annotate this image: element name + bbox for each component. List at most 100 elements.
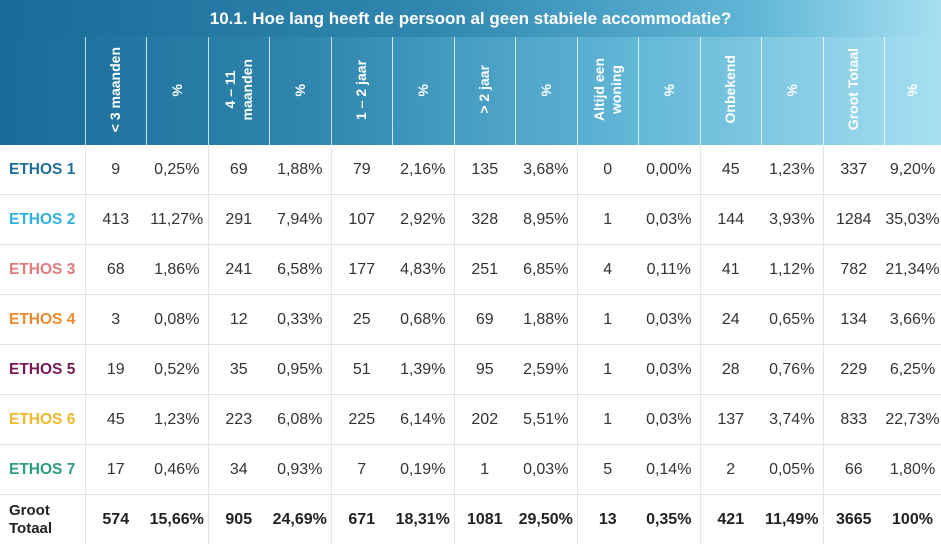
- column-header-label: Groot Totaal: [845, 48, 862, 130]
- percent-cell: 22,73%: [884, 395, 941, 445]
- column-header: %: [392, 37, 454, 145]
- percent-cell: 0,95%: [269, 345, 331, 395]
- percent-cell: 35,03%: [884, 195, 941, 245]
- count-cell: 223: [208, 395, 269, 445]
- percent-cell: 0,52%: [146, 345, 208, 395]
- count-cell: 1: [577, 195, 638, 245]
- percent-cell: 18,31%: [392, 495, 454, 544]
- percent-cell: 3,66%: [884, 295, 941, 345]
- count-cell: 413: [85, 195, 146, 245]
- count-cell: 45: [85, 395, 146, 445]
- table-title: 10.1. Hoe lang heeft de persoon al geen …: [0, 0, 941, 37]
- count-cell: 328: [454, 195, 515, 245]
- percent-cell: 8,95%: [515, 195, 577, 245]
- count-cell: 69: [208, 145, 269, 195]
- count-cell: 19: [85, 345, 146, 395]
- percent-cell: 6,58%: [269, 245, 331, 295]
- percent-cell: 6,85%: [515, 245, 577, 295]
- percent-cell: 0,05%: [761, 445, 823, 495]
- count-cell: 241: [208, 245, 269, 295]
- count-cell: 12: [208, 295, 269, 345]
- count-cell: 5: [577, 445, 638, 495]
- percent-cell: 5,51%: [515, 395, 577, 445]
- count-cell: 17: [85, 445, 146, 495]
- percent-cell: 1,88%: [269, 145, 331, 195]
- percent-cell: 2,16%: [392, 145, 454, 195]
- column-header-label: %: [538, 84, 555, 96]
- percent-cell: 11,27%: [146, 195, 208, 245]
- percent-cell: 0,03%: [515, 445, 577, 495]
- column-header-label: %: [904, 84, 921, 96]
- percent-cell: 2,92%: [392, 195, 454, 245]
- column-header: %: [146, 37, 208, 145]
- percent-cell: 1,86%: [146, 245, 208, 295]
- count-cell: 671: [331, 495, 392, 544]
- total-row-label: Groot Totaal: [0, 495, 85, 544]
- count-cell: 1284: [823, 195, 884, 245]
- row-label: ETHOS 4: [0, 295, 85, 345]
- column-header-label: 1 – 2 jaar: [353, 60, 370, 120]
- percent-cell: 6,14%: [392, 395, 454, 445]
- percent-cell: 0,76%: [761, 345, 823, 395]
- row-label: ETHOS 2: [0, 195, 85, 245]
- count-cell: 905: [208, 495, 269, 544]
- percent-cell: 3,68%: [515, 145, 577, 195]
- count-cell: 421: [700, 495, 761, 544]
- count-cell: 251: [454, 245, 515, 295]
- count-cell: 68: [85, 245, 146, 295]
- count-cell: 134: [823, 295, 884, 345]
- count-cell: 574: [85, 495, 146, 544]
- count-cell: 782: [823, 245, 884, 295]
- row-label: ETHOS 1: [0, 145, 85, 195]
- row-label: ETHOS 7: [0, 445, 85, 495]
- column-header-label: %: [415, 84, 432, 96]
- percent-cell: 15,66%: [146, 495, 208, 544]
- percent-cell: 6,25%: [884, 345, 941, 395]
- column-header: Onbekend: [700, 37, 761, 145]
- column-header: %: [761, 37, 823, 145]
- count-cell: 1: [577, 345, 638, 395]
- count-cell: 1081: [454, 495, 515, 544]
- row-label: ETHOS 6: [0, 395, 85, 445]
- column-header-label: %: [169, 84, 186, 96]
- percent-cell: 6,08%: [269, 395, 331, 445]
- percent-cell: 0,03%: [638, 295, 700, 345]
- column-header: > 2 jaar: [454, 37, 515, 145]
- percent-cell: 0,08%: [146, 295, 208, 345]
- count-cell: 2: [700, 445, 761, 495]
- percent-cell: 7,94%: [269, 195, 331, 245]
- count-cell: 66: [823, 445, 884, 495]
- count-cell: 202: [454, 395, 515, 445]
- percent-cell: 0,03%: [638, 345, 700, 395]
- count-cell: 13: [577, 495, 638, 544]
- column-header-label: %: [784, 84, 801, 96]
- column-header: %: [638, 37, 700, 145]
- percent-cell: 0,25%: [146, 145, 208, 195]
- column-header: %: [515, 37, 577, 145]
- percent-cell: 1,39%: [392, 345, 454, 395]
- count-cell: 177: [331, 245, 392, 295]
- percent-cell: 0,68%: [392, 295, 454, 345]
- column-header: 1 – 2 jaar: [331, 37, 392, 145]
- column-header-label: %: [661, 84, 678, 96]
- percent-cell: 0,03%: [638, 395, 700, 445]
- count-cell: 69: [454, 295, 515, 345]
- percent-cell: 29,50%: [515, 495, 577, 544]
- count-cell: 144: [700, 195, 761, 245]
- row-label: ETHOS 5: [0, 345, 85, 395]
- percent-cell: 1,23%: [146, 395, 208, 445]
- percent-cell: 3,93%: [761, 195, 823, 245]
- count-cell: 4: [577, 245, 638, 295]
- count-cell: 225: [331, 395, 392, 445]
- count-cell: 24: [700, 295, 761, 345]
